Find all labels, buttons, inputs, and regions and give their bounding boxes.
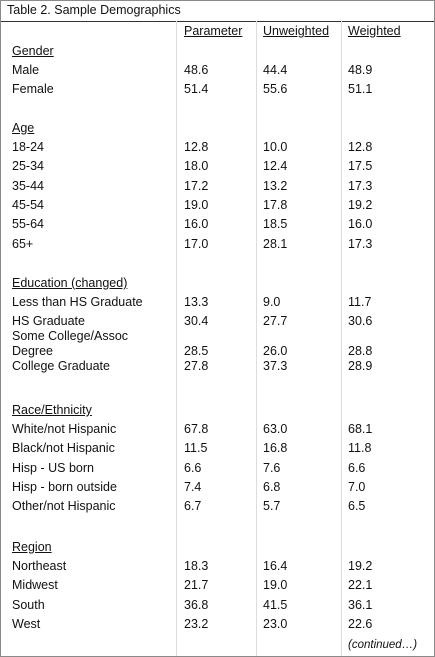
cell-value: 27.8 <box>184 358 209 373</box>
cell-value: 6.8 <box>263 479 281 494</box>
row-label: 18-24 <box>12 140 44 154</box>
cell-value: 28.1 <box>263 236 288 251</box>
section-heading: Education (changed) <box>12 276 128 290</box>
cell-value: 67.8 <box>184 422 209 436</box>
row-label: Black/not Hispanic <box>12 441 115 456</box>
cell-value: 18.3 <box>184 559 209 573</box>
row-label: 25-34 <box>12 159 44 174</box>
cell-value: 7.6 <box>263 460 281 475</box>
cell-value: 11.8 <box>348 441 372 456</box>
cell-value: 55.6 <box>263 82 288 97</box>
row-label: 35-44 <box>12 178 44 193</box>
cell-value: 18.0 <box>184 159 209 174</box>
cell-value: 16.0 <box>184 217 209 232</box>
cell-value: 63.0 <box>263 422 288 436</box>
column-header-parameter: Parameter <box>184 24 243 38</box>
cell-value: 12.4 <box>263 159 288 174</box>
cell-value: 6.7 <box>184 499 202 514</box>
row-label: Midwest <box>12 578 58 593</box>
cell-value: 22.6 <box>348 616 373 631</box>
continued-note: (continued…) <box>348 639 418 651</box>
cell-value: 13.2 <box>263 178 288 193</box>
row-label: Less than HS Graduate <box>12 295 143 309</box>
cell-value: 11.7 <box>348 295 372 309</box>
cell-value: 48.6 <box>184 63 209 77</box>
grid-line <box>176 21 177 656</box>
cell-value: 6.6 <box>184 460 202 475</box>
cell-value: 51.4 <box>184 82 209 97</box>
cell-value: 12.8 <box>184 140 209 154</box>
cell-value: 23.0 <box>263 616 288 631</box>
cell-value: 22.1 <box>348 578 373 593</box>
cell-value: 16.4 <box>263 559 288 573</box>
cell-value: 5.7 <box>263 499 281 514</box>
row-label: White/not Hispanic <box>12 422 117 436</box>
cell-value: 19.0 <box>263 578 288 593</box>
top-rule <box>1 21 434 22</box>
row-label: 55-64 <box>12 217 44 232</box>
cell-value: 17.5 <box>348 159 373 174</box>
row-label: 65+ <box>12 236 34 251</box>
cell-value: 68.1 <box>348 422 373 436</box>
row-label: Northeast <box>12 559 67 573</box>
cell-value: 16.0 <box>348 217 373 232</box>
cell-value: 28.9 <box>348 358 373 373</box>
row-label: Male <box>12 63 40 77</box>
cell-value: 17.2 <box>184 178 209 193</box>
cell-value: 30.6 <box>348 314 373 329</box>
cell-value: 13.3 <box>184 295 209 309</box>
grid-line <box>341 21 342 656</box>
row-label: HS Graduate <box>12 314 85 329</box>
cell-value: 51.1 <box>348 82 373 97</box>
cell-value: 21.7 <box>184 578 209 593</box>
section-heading: Race/Ethnicity <box>12 403 92 417</box>
column-header-unweighted: Unweighted <box>263 24 330 38</box>
cell-value: 17.3 <box>348 178 373 193</box>
section-heading: Gender <box>12 44 54 58</box>
cell-value: 37.3 <box>263 358 288 373</box>
cell-value: 16.8 <box>263 441 288 456</box>
section-heading: Region <box>12 540 52 554</box>
row-label: College Graduate <box>12 358 110 373</box>
cell-value: 17.8 <box>263 197 288 212</box>
row-label: West <box>12 616 41 631</box>
row-label: Some College/Assoc <box>12 328 129 343</box>
row-label: Female <box>12 82 54 97</box>
cell-value: 17.3 <box>348 236 373 251</box>
row-label: South <box>12 597 45 612</box>
grid-line <box>256 21 257 656</box>
column-header-weighted: Weighted <box>348 24 401 38</box>
cell-value: 9.0 <box>263 295 281 309</box>
cell-value: 36.8 <box>184 597 209 612</box>
row-label: Hisp - born outside <box>12 479 117 494</box>
cell-value: 18.5 <box>263 217 288 232</box>
cell-value: 19.0 <box>184 197 209 212</box>
cell-value: 27.7 <box>263 314 288 329</box>
table-title: Table 2. Sample Demographics <box>7 3 181 17</box>
cell-value: 12.8 <box>348 140 373 154</box>
row-label: Degree <box>12 343 53 358</box>
cell-value: 7.4 <box>184 479 202 494</box>
cell-value: 23.2 <box>184 616 209 631</box>
cell-value: 30.4 <box>184 314 209 329</box>
cell-value: 6.5 <box>348 499 366 514</box>
cell-value: 10.0 <box>263 140 288 154</box>
cell-value: 7.0 <box>348 479 366 494</box>
row-label: 45-54 <box>12 197 44 212</box>
section-heading: Age <box>12 121 35 135</box>
cell-value: 28.8 <box>348 343 373 358</box>
cell-value: 6.6 <box>348 460 366 475</box>
cell-value: 17.0 <box>184 236 209 251</box>
cell-value: 19.2 <box>348 197 373 212</box>
cell-value: 11.5 <box>184 441 208 456</box>
cell-value: 28.5 <box>184 343 209 358</box>
row-label: Other/not Hispanic <box>12 499 116 514</box>
cell-value: 26.0 <box>263 343 288 358</box>
cell-value: 36.1 <box>348 597 373 612</box>
cell-value: 44.4 <box>263 63 288 77</box>
cell-value: 48.9 <box>348 63 373 77</box>
cell-value: 19.2 <box>348 559 373 573</box>
cell-value: 41.5 <box>263 597 288 612</box>
row-label: Hisp - US born <box>12 460 94 475</box>
